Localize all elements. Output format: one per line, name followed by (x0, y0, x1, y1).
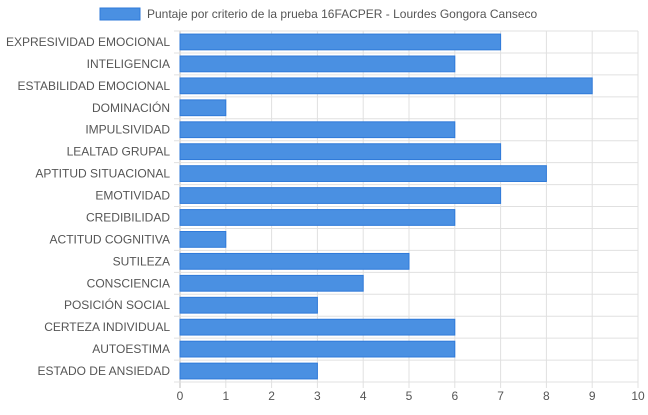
y-tick-label: CERTEZA INDIVIDUAL (44, 320, 170, 334)
x-tick-label: 3 (314, 389, 321, 403)
y-tick-label: ACTITUD COGNITIVA (50, 232, 170, 246)
y-axis-labels: EXPRESIVIDAD EMOCIONAL INTELIGENCIA ESTABI… (6, 35, 170, 378)
bar[interactable] (179, 165, 547, 182)
y-tick-label: LEALTAD GRUPAL (67, 145, 171, 159)
y-tick-label: CREDIBILIDAD (86, 210, 170, 224)
legend-label[interactable]: Puntaje por criterio de la prueba 16FACP… (147, 7, 538, 21)
y-tick-label: ESTADO DE ANSIEDAD (38, 364, 171, 378)
y-tick-label: AUTOESTIMA (92, 342, 170, 356)
x-tick-label: 2 (268, 389, 275, 403)
bar[interactable] (179, 187, 502, 204)
x-tick-label: 10 (631, 389, 645, 403)
bar[interactable] (179, 296, 318, 314)
bar[interactable] (179, 340, 456, 358)
bar[interactable] (179, 33, 502, 51)
bar[interactable] (179, 362, 318, 380)
bar[interactable] (179, 274, 364, 292)
bar[interactable] (179, 99, 227, 117)
x-tick-label: 1 (222, 389, 229, 403)
bar[interactable] (179, 55, 456, 73)
y-tick-label: IMPULSIVIDAD (85, 123, 170, 137)
x-tick-label: 5 (406, 389, 413, 403)
x-tick-label: 9 (589, 389, 596, 403)
y-tick-label: CONSCIENCIA (87, 276, 170, 290)
y-tick-label: APTITUD SITUACIONAL (35, 167, 170, 181)
x-tick-label: 4 (360, 389, 367, 403)
y-tick-label: EXPRESIVIDAD EMOCIONAL (6, 35, 170, 49)
bar[interactable] (179, 121, 456, 139)
x-tick-label: 8 (543, 389, 550, 403)
bar[interactable] (179, 143, 502, 161)
legend-swatch[interactable] (99, 7, 141, 21)
bar[interactable] (179, 318, 456, 336)
bar[interactable] (179, 77, 593, 95)
bar[interactable] (179, 231, 227, 248)
x-axis-labels: 0 1 2 3 4 5 6 7 8 9 10 (177, 389, 645, 403)
y-tick-label: EMOTIVIDAD (95, 189, 170, 203)
bar[interactable] (179, 209, 456, 226)
x-tick-label: 0 (177, 389, 184, 403)
y-tick-label: DOMINACIÓN (92, 100, 170, 115)
bars (179, 33, 593, 380)
y-tick-label: ESTABILIDAD EMOCIONAL (18, 79, 171, 93)
x-tick-label: 7 (497, 389, 504, 403)
y-tick-label: INTELIGENCIA (87, 57, 170, 71)
y-tick-label: SUTILEZA (113, 254, 170, 268)
legend[interactable]: Puntaje por criterio de la prueba 16FACP… (99, 7, 538, 21)
x-tick-label: 6 (451, 389, 458, 403)
y-tick-label: POSICIÓN SOCIAL (64, 297, 170, 312)
bar[interactable] (179, 252, 410, 270)
